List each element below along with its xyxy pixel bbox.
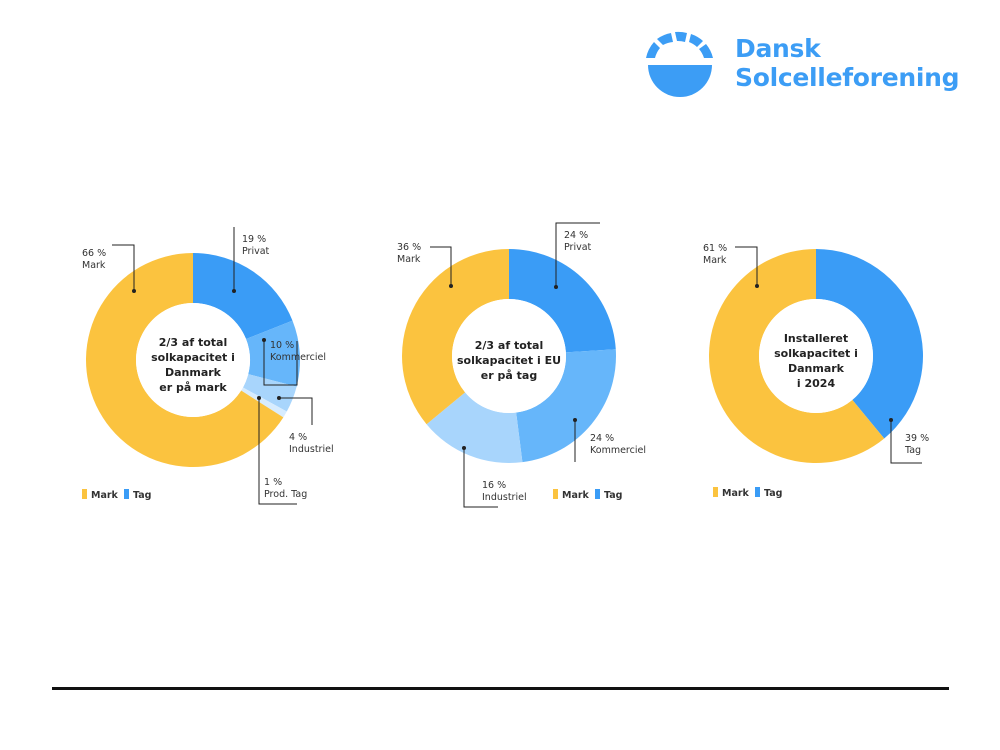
data-label-name-industriel: Industriel <box>289 444 334 455</box>
data-label-name-kommerciel: Kommerciel <box>590 445 646 456</box>
data-label-pct-industriel: 4 % <box>289 432 307 443</box>
center-label-line: Danmark <box>788 362 845 375</box>
donut-chart-denmark-share: 2/3 af total solkapacitet i Danmark er på m… <box>82 227 334 505</box>
center-label-line: er på tag <box>481 369 537 382</box>
leader-line-tag <box>890 420 922 464</box>
donut-hole <box>452 299 566 413</box>
slice-privat <box>509 249 616 353</box>
slice-privat <box>193 253 293 340</box>
data-label-pct-privat: 19 % <box>242 234 266 245</box>
center-label-line: er på mark <box>159 381 227 394</box>
leader-dot-mark <box>755 284 759 288</box>
footer-divider <box>52 687 949 690</box>
data-label-pct-prod-tag: 1 % <box>264 477 282 488</box>
leader-dot-privat <box>232 289 236 293</box>
donut-chart-denmark-2024: Installeret solkapacitet i Danmark i 2024 39… <box>703 243 929 499</box>
legend-label-tag: Tag <box>764 488 782 499</box>
data-label-pct-industriel: 16 % <box>482 480 506 491</box>
slice-industriel <box>242 374 297 412</box>
leader-line-kommerciel <box>263 340 298 386</box>
leader-dot-kommerciel <box>262 338 266 342</box>
data-label-name-tag: Tag <box>904 445 921 456</box>
leader-dot-industriel <box>462 446 466 450</box>
leader-dot-tag <box>889 418 893 422</box>
leader-line-prod-tag <box>258 398 297 505</box>
data-label-name-privat: Privat <box>242 246 270 257</box>
slice-mark <box>402 249 509 425</box>
legend-swatch-tag <box>124 489 129 499</box>
donut-chart-eu-share: 2/3 af total solkapacitet i EU er på tag 24… <box>397 222 646 508</box>
data-label-pct-mark: 36 % <box>397 242 421 253</box>
leader-dot-mark <box>132 289 136 293</box>
slice-prod-tag <box>241 387 287 418</box>
data-label-name-mark: Mark <box>703 255 727 266</box>
slice-mark <box>85 253 284 467</box>
legend-swatch-mark <box>553 489 558 499</box>
legend-label-tag: Tag <box>133 490 151 501</box>
center-label-line: i 2024 <box>797 377 836 390</box>
brand-logo: Dansk Solcelleforening <box>640 30 970 100</box>
sun-logo-icon <box>646 31 713 97</box>
leader-dot-prod-tag <box>257 396 261 400</box>
legend-swatch-tag <box>595 489 600 499</box>
leader-dot-kommerciel <box>573 418 577 422</box>
leader-dot-industriel <box>277 396 281 400</box>
data-label-pct-mark: 66 % <box>82 248 106 259</box>
legend-swatch-mark <box>82 489 87 499</box>
data-label-name-kommerciel: Kommerciel <box>270 352 326 363</box>
leader-line-privat <box>555 222 600 287</box>
data-label-name-mark: Mark <box>397 254 421 265</box>
slice-industriel <box>426 392 523 463</box>
leader-line-industriel <box>463 448 498 508</box>
leader-line-industriel <box>279 397 313 425</box>
leader-line-mark <box>735 246 758 286</box>
center-label-line: solkapacitet i EU <box>457 354 561 367</box>
logo-line-2: Solcelleforening <box>735 63 960 92</box>
leader-dot-privat <box>554 285 558 289</box>
logo-line-1: Dansk <box>735 34 821 63</box>
data-label-pct-privat: 24 % <box>564 230 588 241</box>
slice-kommerciel <box>245 320 300 387</box>
center-label-line: solkapacitet i <box>774 347 858 360</box>
slice-mark <box>708 249 885 463</box>
legend-label-mark: Mark <box>722 488 750 499</box>
center-label-line: Danmark <box>165 366 222 379</box>
data-label-name-industriel: Industriel <box>482 492 527 503</box>
center-label-line: solkapacitet i <box>151 351 235 364</box>
center-label-line: 2/3 af total <box>475 339 543 352</box>
data-label-pct-kommerciel: 24 % <box>590 433 614 444</box>
slice-kommerciel <box>516 349 616 463</box>
legend-label-mark: Mark <box>91 490 119 501</box>
data-label-pct-kommerciel: 10 % <box>270 340 294 351</box>
data-label-name-prod-tag: Prod. Tag <box>264 489 307 500</box>
leader-dot-mark <box>449 284 453 288</box>
data-label-name-privat: Privat <box>564 242 592 253</box>
donut-hole <box>759 299 873 413</box>
data-label-pct-mark: 61 % <box>703 243 727 254</box>
center-label-line: Installeret <box>784 332 848 345</box>
slice-tag <box>816 249 923 439</box>
legend-label-tag: Tag <box>604 490 622 501</box>
center-label-line: 2/3 af total <box>159 336 227 349</box>
leader-line-mark <box>430 246 452 286</box>
legend-label-mark: Mark <box>562 490 590 501</box>
leader-line-mark <box>112 244 135 291</box>
legend-swatch-tag <box>755 487 760 497</box>
data-label-name-mark: Mark <box>82 260 106 271</box>
donut-hole <box>136 303 250 417</box>
data-label-pct-tag: 39 % <box>905 433 929 444</box>
legend-swatch-mark <box>713 487 718 497</box>
